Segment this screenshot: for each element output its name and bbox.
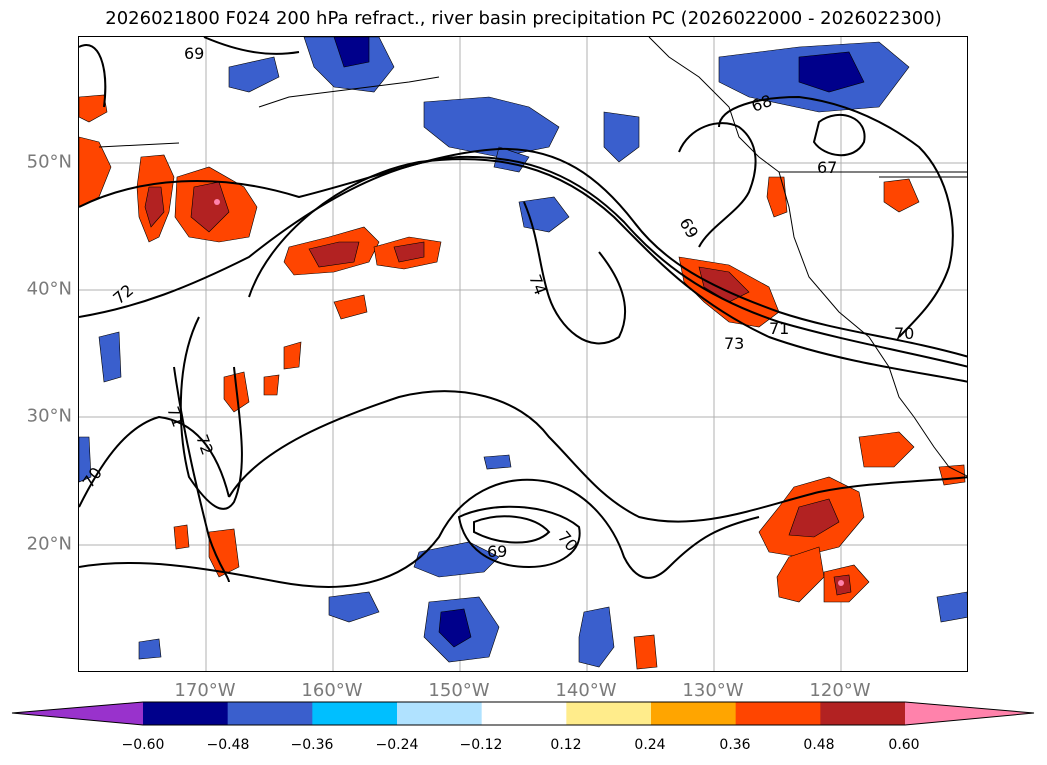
colorbar-tick: 0.60	[888, 737, 920, 753]
colorbar	[11, 701, 1035, 726]
svg-text:69: 69	[184, 44, 204, 63]
colorbar-cell	[312, 702, 398, 725]
colorbar-tick: −0.36	[290, 737, 334, 753]
lon-label-120w: 120°W	[809, 680, 871, 701]
lon-label-140w: 140°W	[555, 680, 617, 701]
lon-label-130w: 130°W	[682, 680, 744, 701]
colorbar-tick: 0.36	[719, 737, 751, 753]
map-title: 2026021800 F024 200 hPa refract., river …	[105, 8, 942, 29]
refractivity-contours	[79, 37, 967, 588]
precip-negative-areas	[79, 37, 967, 668]
precip-positive-areas	[79, 94, 966, 670]
colorbar-cell	[227, 702, 313, 725]
svg-text:73: 73	[724, 334, 744, 353]
lat-label-20n: 20°N	[26, 533, 72, 555]
svg-text:67: 67	[817, 158, 837, 177]
lon-label-170w: 170°W	[174, 680, 236, 701]
svg-text:74: 74	[525, 272, 550, 298]
lat-label-50n: 50°N	[26, 151, 72, 173]
svg-text:70: 70	[894, 324, 914, 343]
colorbar-extend-max	[905, 702, 1034, 725]
colorbar-cell	[397, 702, 483, 725]
lat-label-30n: 30°N	[26, 405, 72, 427]
colorbar-tick: −0.48	[206, 737, 250, 753]
svg-text:72: 72	[192, 432, 217, 458]
svg-text:69: 69	[487, 542, 507, 561]
colorbar-cell	[735, 702, 821, 725]
colorbar-cell	[143, 702, 229, 725]
map-panel[interactable]: 69 72 71 72 70 74 73 71 70 69 68 67 69 7…	[78, 36, 968, 672]
svg-text:71: 71	[769, 319, 789, 338]
lon-label-150w: 150°W	[428, 680, 490, 701]
colorbar-tick: 0.48	[803, 737, 835, 753]
colorbar-tick: −0.24	[375, 737, 419, 753]
svg-text:69: 69	[676, 215, 703, 242]
colorbar-tick: 0.24	[634, 737, 666, 753]
map-canvas: 69 72 71 72 70 74 73 71 70 69 68 67 69 7…	[79, 37, 967, 671]
svg-text:70: 70	[554, 527, 582, 555]
colorbar-tick: −0.12	[459, 737, 503, 753]
colorbar-tick: 0.12	[550, 737, 582, 753]
colorbar-cell	[651, 702, 737, 725]
colorbar-tick: −0.60	[121, 737, 165, 753]
colorbar-outline	[11, 701, 1035, 726]
lat-label-40n: 40°N	[26, 278, 72, 300]
colorbar-extend-min	[12, 702, 143, 725]
colorbar-cell	[481, 702, 567, 725]
colorbar-cell	[820, 702, 906, 725]
colorbar-cell	[566, 702, 652, 725]
lon-label-160w: 160°W	[301, 680, 363, 701]
